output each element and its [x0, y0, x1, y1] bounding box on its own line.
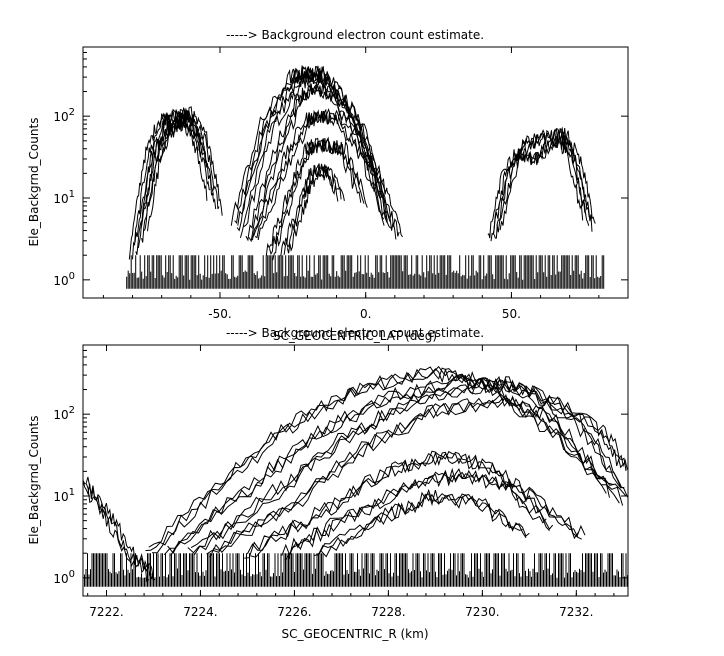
top-panel-frame	[82, 46, 629, 299]
top-panel-y-ticks: 100 101 102	[53, 46, 628, 288]
bottom-panel-series-1-trace	[170, 375, 629, 556]
bottom-panel-y-ticks: 100 101 102	[53, 344, 628, 586]
bottom-panel-series-7-trace	[85, 476, 156, 582]
top-panel-y-tick-label: 101	[53, 189, 75, 206]
top-panel-series-6-trace	[257, 107, 391, 241]
top-panel-series-0-trace	[132, 108, 220, 260]
top-panel-series-7-trace	[265, 137, 362, 256]
bottom-panel-series-2-trace	[187, 377, 624, 554]
top-panel-series-8-trace	[286, 164, 345, 254]
bottom-panel-x-tick-label: 7232.	[559, 605, 593, 619]
bottom-panel-series-2-trace	[193, 377, 629, 556]
top-panel-x-tick-label: 50.	[502, 307, 521, 321]
bottom-panel-series-0-trace	[148, 366, 624, 548]
bottom-panel-y-tick-label: 102	[53, 405, 75, 422]
bottom-panel-title: -----> Background electron count estimat…	[226, 326, 484, 340]
bottom-panel-series-6-trace	[314, 488, 523, 557]
bottom-panel-series-6-trace	[320, 493, 530, 558]
top-panel-y-tick-label: 100	[53, 271, 75, 288]
top-panel: -----> Background electron count estimat…	[27, 28, 629, 343]
top-panel-series-4-trace	[243, 70, 388, 228]
top-panel-x-ticks: -50. 0. 50.	[102, 47, 629, 321]
bottom-panel-frame	[82, 344, 629, 597]
bottom-panel-x-axis-label: SC_GEOCENTRIC_R (km)	[282, 627, 429, 641]
bottom-panel-series-7-trace	[82, 478, 149, 583]
bottom-panel-y-tick-label: 100	[53, 569, 75, 586]
bottom-panel-traces	[82, 365, 629, 583]
top-panel-title: -----> Background electron count estimat…	[226, 28, 484, 42]
top-panel-series-5-trace	[245, 83, 385, 242]
bottom-panel-y-tick-label: 101	[53, 487, 75, 504]
top-panel-y-axis-label: Ele_Backgrnd_Counts	[27, 118, 41, 247]
bottom-panel-series-4-trace	[244, 451, 579, 559]
bottom-panel: -----> Background electron count estimat…	[27, 326, 629, 641]
bottom-panel-noise-floor	[82, 553, 628, 587]
bottom-panel-x-tick-label: 7226.	[277, 605, 311, 619]
bottom-panel-series-3-trace	[212, 395, 613, 551]
top-panel-series-2-trace	[140, 107, 199, 229]
top-panel-series-7-trace	[269, 137, 365, 256]
top-panel-series-0-trace	[135, 110, 223, 255]
top-panel-series-8-trace	[283, 163, 342, 255]
bottom-panel-x-tick-label: 7222.	[89, 605, 123, 619]
top-panel-series-0-trace	[128, 109, 217, 260]
bottom-panel-noise-band	[82, 553, 628, 587]
top-panel-series-2-trace	[147, 106, 206, 232]
bottom-panel-x-tick-label: 7230.	[465, 605, 499, 619]
bottom-panel-y-axis-label: Ele_Backgrnd_Counts	[27, 416, 41, 545]
top-panel-y-tick-label: 102	[53, 107, 75, 124]
bottom-panel-series-4-trace	[250, 451, 586, 558]
top-panel-series-2-trace	[143, 108, 202, 231]
top-panel-traces	[128, 65, 596, 261]
top-panel-series-9-trace	[493, 126, 596, 239]
top-panel-series-7-trace	[272, 136, 368, 261]
bottom-panel-series-5-trace	[287, 469, 554, 561]
top-panel-noise-floor	[126, 255, 605, 289]
top-panel-x-tick-label: 0.	[360, 307, 371, 321]
top-panel-series-10-trace	[499, 135, 590, 231]
top-panel-x-axis-label: SC_GEOCENTRIC_LAT (deg)	[273, 329, 437, 343]
bottom-panel-series-1-trace	[167, 374, 625, 555]
top-panel-noise-band	[126, 255, 605, 289]
bottom-panel-x-tick-label: 7224.	[183, 605, 217, 619]
bottom-panel-series-0-trace	[151, 365, 627, 554]
top-panel-series-8-trace	[280, 163, 339, 257]
bottom-panel-x-tick-label: 7228.	[371, 605, 405, 619]
bottom-panel-series-5-trace	[281, 468, 547, 558]
bottom-panel-series-1-trace	[163, 375, 622, 556]
top-panel-x-tick-label: -50.	[208, 307, 231, 321]
bottom-panel-series-3-trace	[209, 393, 610, 558]
bottom-panel-x-ticks: 7222. 7224. 7226. 7228. 7230. 7232.	[87, 345, 615, 619]
top-panel-series-5-trace	[251, 82, 391, 241]
